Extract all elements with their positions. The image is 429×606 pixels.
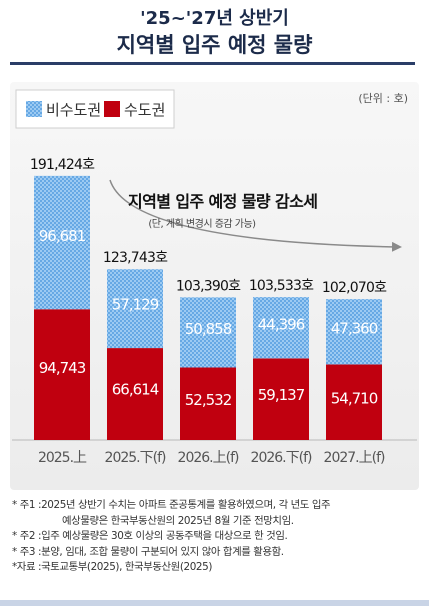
footnote-2: * 주2 : 입주 예상물량은 30호 이상의 공동주택을 대상으로 한 것임. [12,529,417,545]
legend-swatch-capital [104,101,120,117]
annotation-subtitle: (단, 계획 변경시 증감 가능) [148,217,256,230]
x-tick-label: 2026.下(f) [251,450,312,466]
trend-arrow [109,179,402,252]
bar-noncapital [326,299,382,365]
legend-label-noncapital: 비수도권 [46,101,101,119]
annotation-title: 지역별 입주 예정 물량 감소세 [128,192,317,211]
chart-title-line1: '25~'27년 상반기 [140,8,289,29]
legend-label-capital: 수도권 [124,101,165,119]
chart-panel: 비수도권 수도권 (단위 : 호) 94,743 96,681 191,424호 2025.… [10,82,419,490]
value-label-capital: 94,743 [39,359,86,377]
footnote-2-text: 입주 예상물량은 30호 이상의 공동주택을 대상으로 한 것임. [41,530,288,542]
total-label: 191,424호 [30,157,95,173]
footnote-1: * 주1 : 2025년 상반기 수치는 아파트 준공통계를 활용하였으며, 각… [12,498,417,514]
value-label-capital: 66,614 [112,380,159,398]
footnote-1-text: 2025년 상반기 수치는 아파트 준공통계를 활용하였으며, 각 년도 입주 [41,499,331,511]
bottom-rule [0,600,429,606]
value-label-noncapital: 57,129 [112,296,159,314]
footnote-1-continuation: 예상물량은 한국부동산원의 2025년 8월 기준 전망치임. [62,514,294,527]
x-tick-label: 2026.上(f) [178,450,239,466]
bar-capital [326,364,382,440]
value-label-noncapital: 50,858 [185,320,232,338]
x-tick-label: 2025.上 [38,450,87,466]
title-underline [10,62,415,65]
unit-label: (단위 : 호) [358,92,408,105]
total-label: 103,533호 [249,278,314,294]
value-label-noncapital: 44,396 [258,316,305,334]
footnote-source-text: 국토교통부(2025), 한국부동산원(2025) [41,561,212,573]
bar-capital [253,358,309,440]
total-label: 103,390호 [176,278,241,294]
value-label-capital: 54,710 [331,389,378,407]
bar-noncapital [34,175,90,310]
bar-noncapital [107,269,163,349]
total-label: 102,070호 [322,280,387,296]
legend-swatch-noncapital [26,101,42,117]
bar-capital [34,309,90,440]
value-label-capital: 52,532 [185,391,232,409]
stacked-bar-chart: 비수도권 수도권 (단위 : 호) 94,743 96,681 191,424호 2025.… [12,89,417,466]
x-tick-label: 2025.下(f) [105,450,166,466]
bar-noncapital [180,297,236,368]
footnotes: * 주1 : 2025년 상반기 수치는 아파트 준공통계를 활용하였으며, 각… [12,498,417,576]
footnote-source-mark: *자료 : [12,561,42,573]
legend-box [15,89,175,129]
value-label-noncapital: 47,360 [331,320,378,338]
bar-capital [180,367,236,440]
value-label-noncapital: 96,681 [39,227,86,245]
footnote-1-mark: * 주1 : [12,499,42,511]
bar-capital [107,348,163,440]
chart-title-line2: 지역별 입주 예정 물량 [116,33,313,57]
footnote-2-mark: * 주2 : [12,530,42,542]
footnote-source: *자료 : 국토교통부(2025), 한국부동산원(2025) [12,560,417,576]
footnote-3-mark: * 주3 : [12,545,42,558]
total-label: 123,743호 [103,250,168,266]
bar-noncapital [253,297,309,359]
title-block: '25~'27년 상반기 지역별 입주 예정 물량 [0,8,429,59]
footnote-3-text: 분양, 임대, 조합 물량이 구분되어 있지 않아 합계를 활용함. [41,545,284,558]
x-tick-label: 2027.上(f) [324,450,385,466]
value-label-capital: 59,137 [258,386,305,404]
footnote-3: * 주3 : 분양, 임대, 조합 물량이 구분되어 있지 않아 합계를 활용함… [12,545,417,561]
